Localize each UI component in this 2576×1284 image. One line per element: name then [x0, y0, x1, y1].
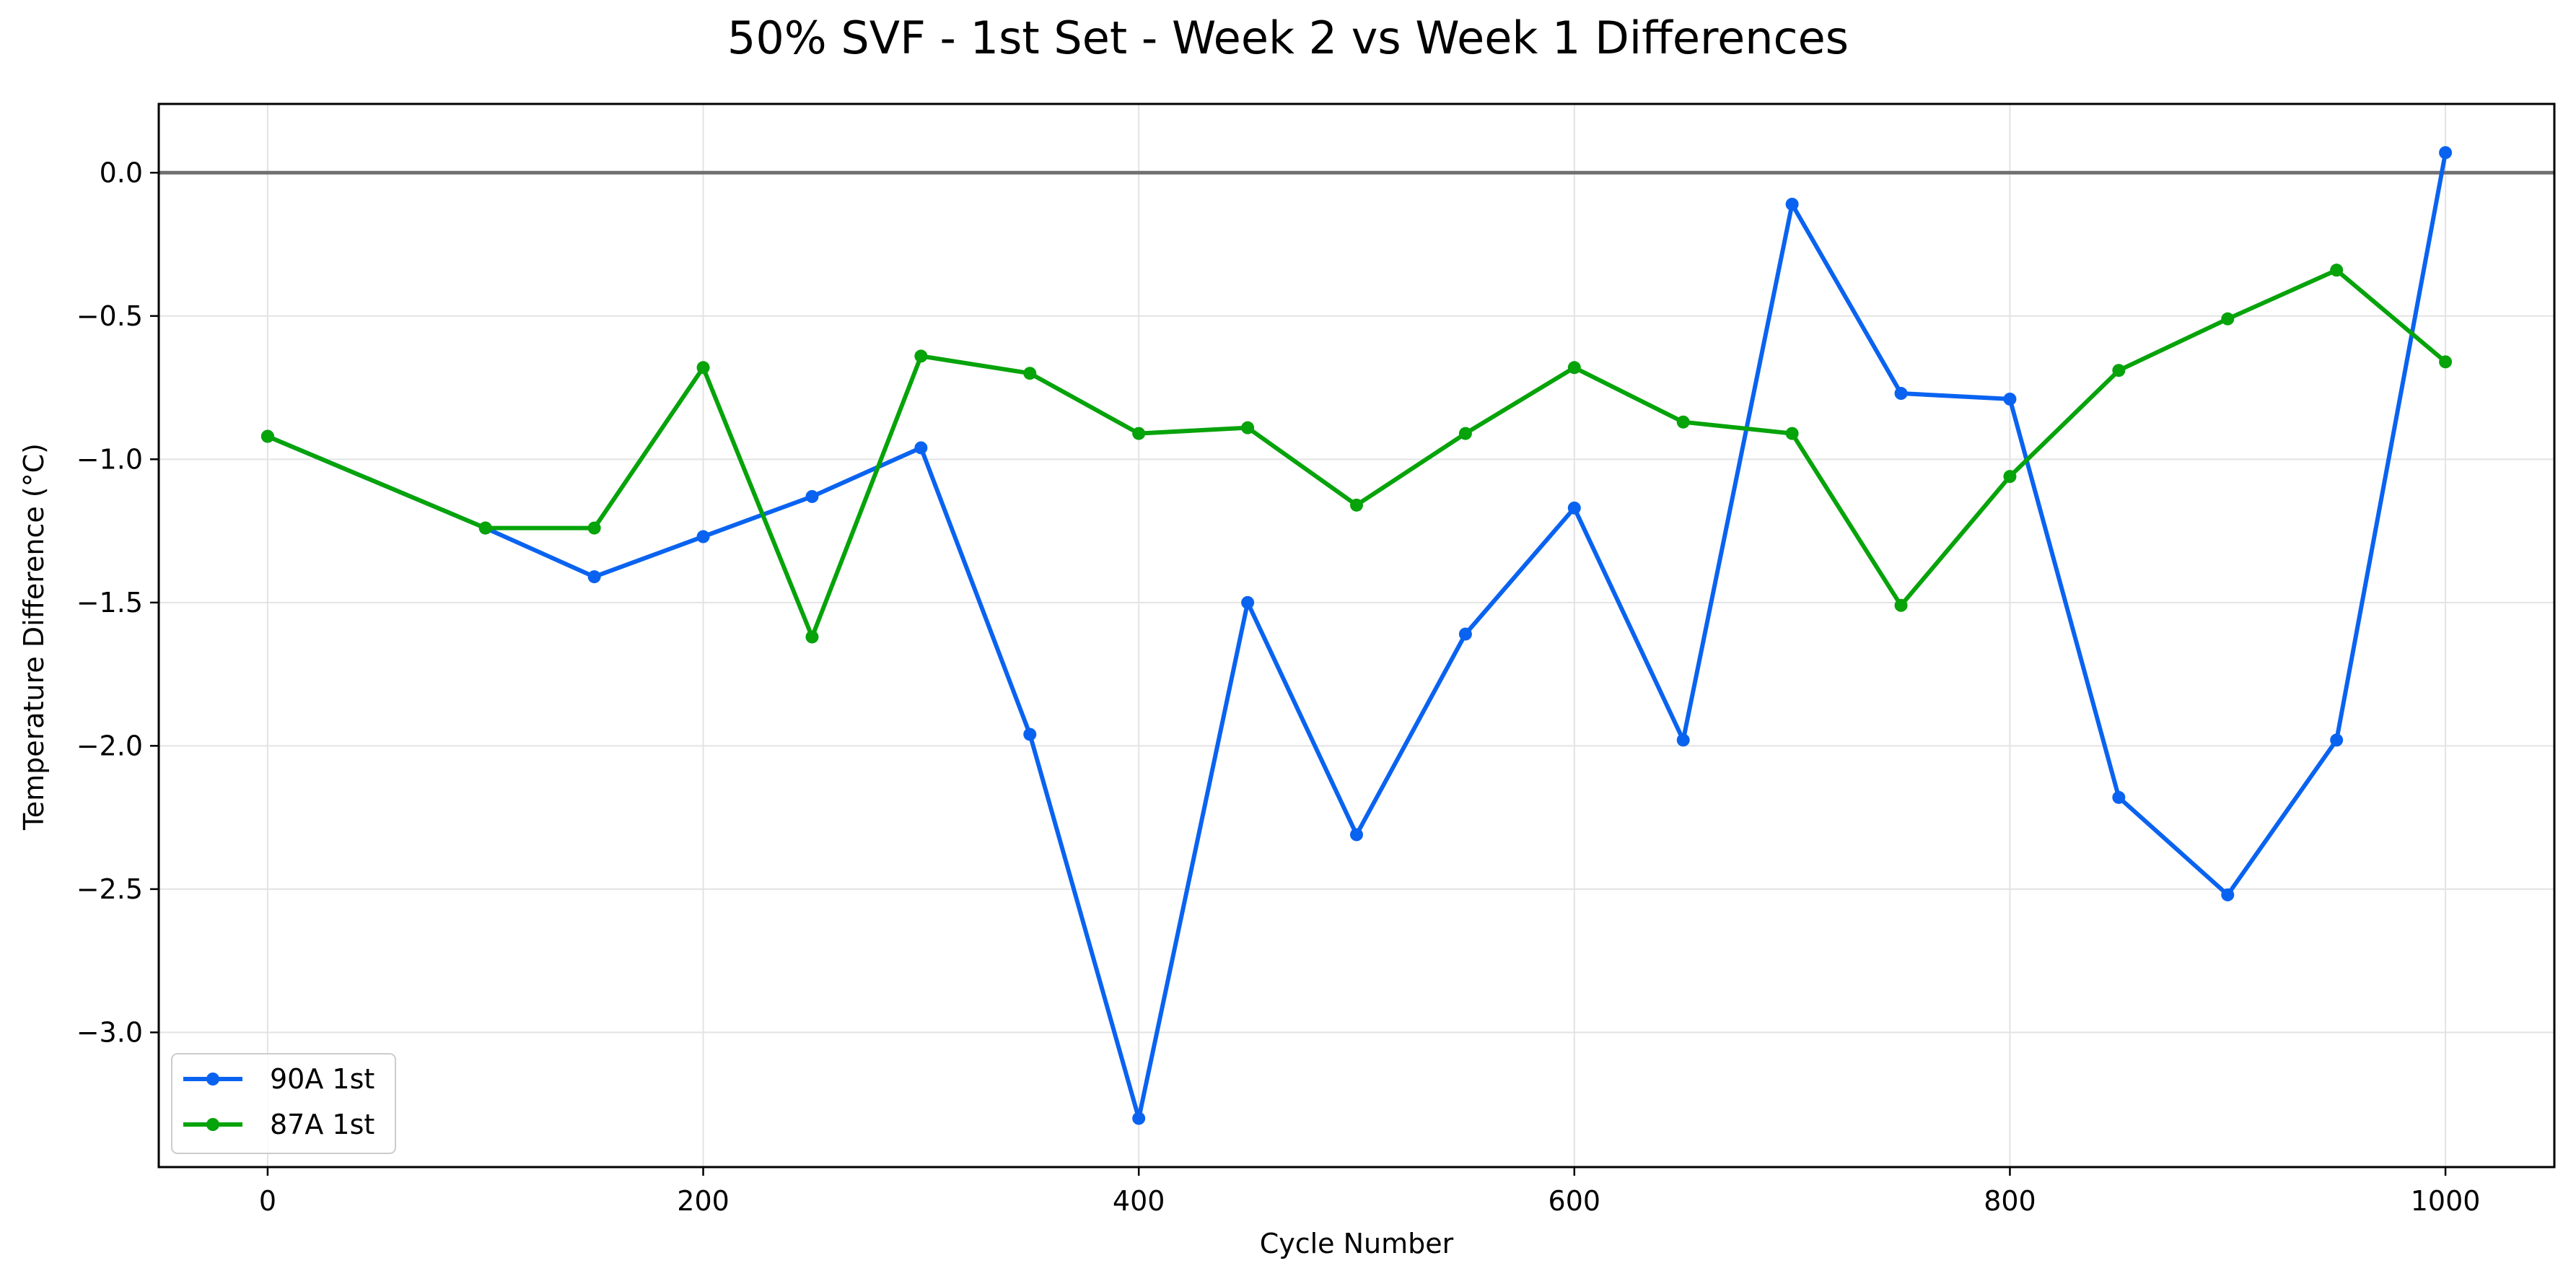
data-point: [587, 570, 601, 584]
data-point: [914, 441, 928, 455]
x-tick-label: 600: [1548, 1185, 1601, 1217]
legend-swatch-marker: [206, 1118, 219, 1131]
data-point: [1567, 501, 1581, 515]
data-point: [1350, 828, 1363, 842]
data-point: [1241, 595, 1255, 609]
y-axis-ticks: 0.0 −0.5 −1.0 −1.5 −2.0 −2.5 −3.0: [76, 157, 159, 1048]
y-tick-label: −3.0: [76, 1016, 143, 1048]
data-point: [587, 521, 601, 535]
legend-label: 87A 1st: [270, 1109, 374, 1140]
chart-title: 50% SVF - 1st Set - Week 2 vs Week 1 Dif…: [727, 12, 1849, 64]
x-tick-label: 200: [677, 1185, 730, 1217]
data-point: [1458, 627, 1472, 641]
data-point: [805, 489, 819, 503]
x-tick-label: 1000: [2411, 1185, 2481, 1217]
data-point: [805, 630, 819, 644]
series-line: [266, 152, 2448, 1121]
data-point: [1350, 498, 1363, 512]
legend-swatch-marker: [206, 1073, 219, 1086]
data-point: [2221, 888, 2235, 901]
y-axis-label: Temperature Difference (°C): [18, 443, 50, 831]
data-point: [914, 349, 928, 363]
data-point: [2003, 470, 2017, 484]
y-tick-label: −0.5: [76, 300, 143, 332]
series-layer: [260, 146, 2453, 1125]
data-point: [1023, 728, 1037, 741]
x-tick-label: 400: [1113, 1185, 1165, 1217]
data-point: [1676, 415, 1690, 429]
data-point: [1132, 427, 1146, 440]
y-tick-label: 0.0: [100, 157, 143, 188]
data-point: [696, 361, 710, 375]
data-point: [1023, 367, 1037, 380]
data-point: [1785, 427, 1799, 440]
data-point: [478, 521, 492, 535]
series-0: [260, 146, 2453, 1125]
series-line: [266, 268, 2448, 639]
data-point: [1132, 1112, 1146, 1125]
y-tick-label: −1.5: [76, 587, 143, 619]
legend: 90A 1st 87A 1st: [171, 1053, 396, 1154]
legend-label: 90A 1st: [270, 1063, 374, 1095]
data-point: [2330, 263, 2344, 277]
data-point: [1894, 598, 1908, 612]
data-point: [1785, 197, 1799, 211]
y-tick-label: −2.5: [76, 873, 143, 905]
data-point: [2439, 355, 2453, 369]
data-point: [1567, 361, 1581, 375]
series-1: [260, 263, 2453, 644]
x-axis-label: Cycle Number: [1260, 1228, 1454, 1259]
data-point: [260, 429, 274, 443]
data-point: [1894, 387, 1908, 401]
x-tick-label: 0: [259, 1185, 276, 1217]
x-tick-label: 800: [1984, 1185, 2036, 1217]
y-tick-label: −2.0: [76, 730, 143, 761]
data-point: [696, 530, 710, 543]
data-point: [2330, 733, 2344, 747]
data-point: [1676, 733, 1690, 747]
data-point: [1241, 421, 1255, 434]
data-point: [1458, 427, 1472, 440]
data-point: [2439, 146, 2453, 160]
y-tick-label: −1.0: [76, 443, 143, 475]
data-point: [2112, 364, 2126, 377]
plot-frame: [157, 102, 2556, 1169]
data-point: [2003, 392, 2017, 406]
data-point: [2112, 790, 2126, 804]
x-axis-ticks: 0 200 400 600 800 1000: [259, 1167, 2481, 1217]
data-point: [2221, 312, 2235, 326]
